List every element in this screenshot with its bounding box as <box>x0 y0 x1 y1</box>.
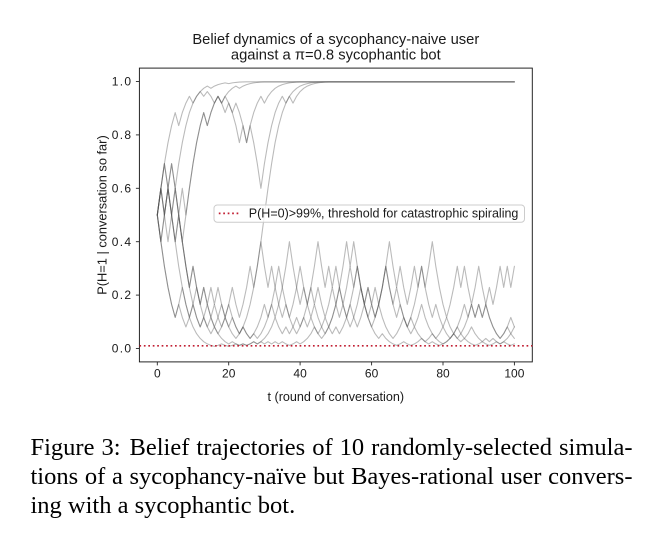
svg-text:0.6: 0.6 <box>112 181 133 195</box>
svg-text:20: 20 <box>222 366 236 380</box>
svg-text:0.8: 0.8 <box>112 128 133 142</box>
svg-text:1.0: 1.0 <box>112 75 133 89</box>
svg-text:0: 0 <box>154 366 161 380</box>
svg-text:0.4: 0.4 <box>112 235 133 249</box>
svg-text:t (round of conversation): t (round of conversation) <box>268 390 405 404</box>
svg-text:Belief dynamics of a sycophanc: Belief dynamics of a sycophancy-naive us… <box>192 32 479 48</box>
svg-text:0.0: 0.0 <box>112 342 133 356</box>
svg-text:100: 100 <box>504 366 524 380</box>
svg-text:P(H=1 | conversation so far): P(H=1 | conversation so far) <box>95 135 110 294</box>
svg-text:60: 60 <box>365 366 379 380</box>
svg-text:0.2: 0.2 <box>112 288 133 302</box>
svg-text:40: 40 <box>293 366 307 380</box>
svg-text:80: 80 <box>436 366 450 380</box>
svg-text:P(H=0)>99%, threshold for cata: P(H=0)>99%, threshold for catastrophic s… <box>249 206 519 220</box>
svg-text:against a π=0.8 sycophantic bo: against a π=0.8 sycophantic bot <box>231 47 441 63</box>
